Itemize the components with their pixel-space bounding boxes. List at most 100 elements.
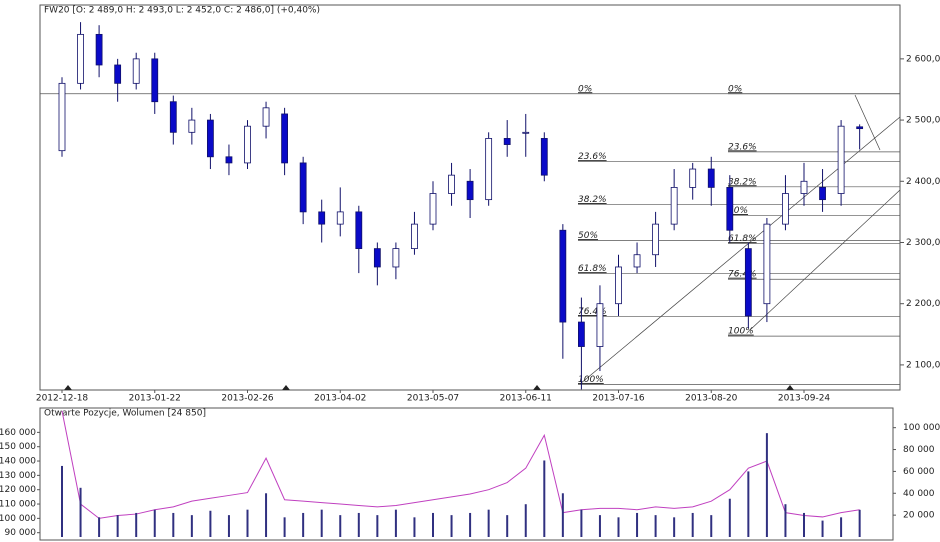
- volume-bar: [357, 512, 360, 537]
- candle-body: [392, 248, 400, 268]
- volume-bar: [153, 509, 156, 537]
- fib-label: 23.6%: [578, 152, 607, 162]
- fib-label: 0%: [728, 84, 742, 94]
- candle-body: [800, 180, 808, 194]
- volume-bar: [765, 433, 768, 537]
- y-tick-label: 2 300,0: [906, 238, 940, 248]
- fib-label: 50%: [578, 231, 598, 241]
- y-tick-label: 130 000: [0, 471, 36, 481]
- y-tick-label: 2 400,0: [906, 177, 940, 187]
- candle-body: [299, 162, 307, 213]
- volume-bar: [617, 517, 620, 537]
- candle-body: [503, 138, 511, 145]
- volume-bar: [209, 510, 212, 537]
- fib-label: 50%: [728, 206, 748, 216]
- y2-tick-label: 20 000: [903, 511, 935, 521]
- volume-bar: [728, 498, 731, 537]
- volume-bar: [172, 512, 175, 537]
- fib-label: 76.4%: [578, 307, 607, 317]
- volume-bar: [821, 520, 824, 537]
- candle-body: [633, 254, 641, 268]
- y-tick-label: 160 000: [0, 428, 36, 438]
- candle-body: [782, 193, 789, 225]
- volume-bar: [561, 493, 564, 537]
- marker: [282, 385, 290, 390]
- candle-body: [652, 223, 659, 256]
- candle-body: [373, 248, 381, 268]
- candle-body: [596, 303, 604, 347]
- y-tick-label: 90 000: [5, 528, 37, 538]
- volume-bar: [598, 515, 601, 537]
- candle-body: [281, 113, 289, 164]
- panel-title: Otwarte Pozycje, Wolumen [24 850]: [44, 409, 206, 419]
- volume-bar: [246, 509, 249, 537]
- volume-bar: [469, 512, 472, 537]
- candle-body: [206, 119, 214, 158]
- fib-label: 100%: [578, 375, 604, 385]
- trend-line: [579, 116, 901, 385]
- candle-body: [355, 211, 363, 250]
- volume-bar: [487, 509, 490, 537]
- candle-body: [522, 131, 530, 134]
- y-tick-label: 2 600,0: [906, 54, 940, 64]
- volume-bar: [339, 515, 342, 537]
- candle-body: [58, 82, 66, 152]
- fib-label: 38.2%: [728, 177, 757, 187]
- volume-bar: [747, 471, 750, 537]
- candle-body: [819, 187, 826, 201]
- candle-body: [763, 223, 771, 305]
- volume-bar: [320, 509, 323, 537]
- chart-title: FW20 [O: 2 489,0 H: 2 493,0 L: 2 452,0 C…: [44, 6, 320, 16]
- y2-tick-label: 100 000: [903, 423, 940, 433]
- volume-bar: [79, 487, 82, 537]
- fib-label: 0%: [578, 84, 592, 94]
- x-tick-label: 2013-06-11: [500, 394, 552, 404]
- candle-body: [670, 187, 678, 225]
- marker: [64, 385, 72, 390]
- volume-bar: [432, 512, 434, 537]
- candle-body: [485, 138, 493, 201]
- candle-body: [77, 33, 84, 84]
- volume-bar: [691, 512, 694, 537]
- fib-label: 38.2%: [578, 195, 607, 205]
- volume-bar: [524, 504, 527, 537]
- candle-body: [114, 64, 122, 84]
- x-tick-label: 2013-01-22: [129, 394, 181, 404]
- fib-label: 61.8%: [728, 234, 757, 244]
- x-tick-label: 2013-08-20: [685, 394, 738, 404]
- fib-label: 76.4%: [728, 270, 757, 280]
- candle-body: [151, 58, 159, 103]
- volume-bar: [116, 515, 119, 537]
- y-tick-label: 150 000: [0, 442, 36, 452]
- volume-bar: [135, 512, 138, 537]
- candle-body: [837, 125, 845, 194]
- volume-bar: [654, 515, 657, 537]
- volume-bar: [376, 515, 379, 537]
- volume-bar: [190, 515, 193, 537]
- candle-body: [689, 168, 697, 188]
- candle-body: [744, 248, 752, 317]
- candle-body: [95, 33, 103, 66]
- y-tick-label: 140 000: [0, 457, 36, 467]
- candle-body: [429, 193, 437, 225]
- candle-body: [132, 58, 140, 84]
- volume-bar: [580, 509, 583, 537]
- volume-bar: [265, 493, 268, 537]
- y2-tick-label: 80 000: [903, 445, 935, 455]
- y2-tick-label: 60 000: [903, 467, 935, 477]
- candle-body: [540, 138, 548, 176]
- y-tick-label: 2 500,0: [906, 116, 940, 126]
- volume-bar: [394, 509, 397, 537]
- volume-bar: [858, 509, 861, 537]
- candle-body: [856, 126, 864, 130]
- y-tick-label: 120 000: [0, 485, 36, 495]
- volume-bar: [506, 515, 509, 537]
- x-tick-label: 2013-09-24: [778, 394, 831, 404]
- candle-body: [559, 229, 567, 323]
- open-interest-line: [61, 410, 860, 519]
- volume-bar: [227, 515, 230, 537]
- y-tick-label: 2 200,0: [906, 299, 940, 309]
- volume-bar: [61, 465, 63, 537]
